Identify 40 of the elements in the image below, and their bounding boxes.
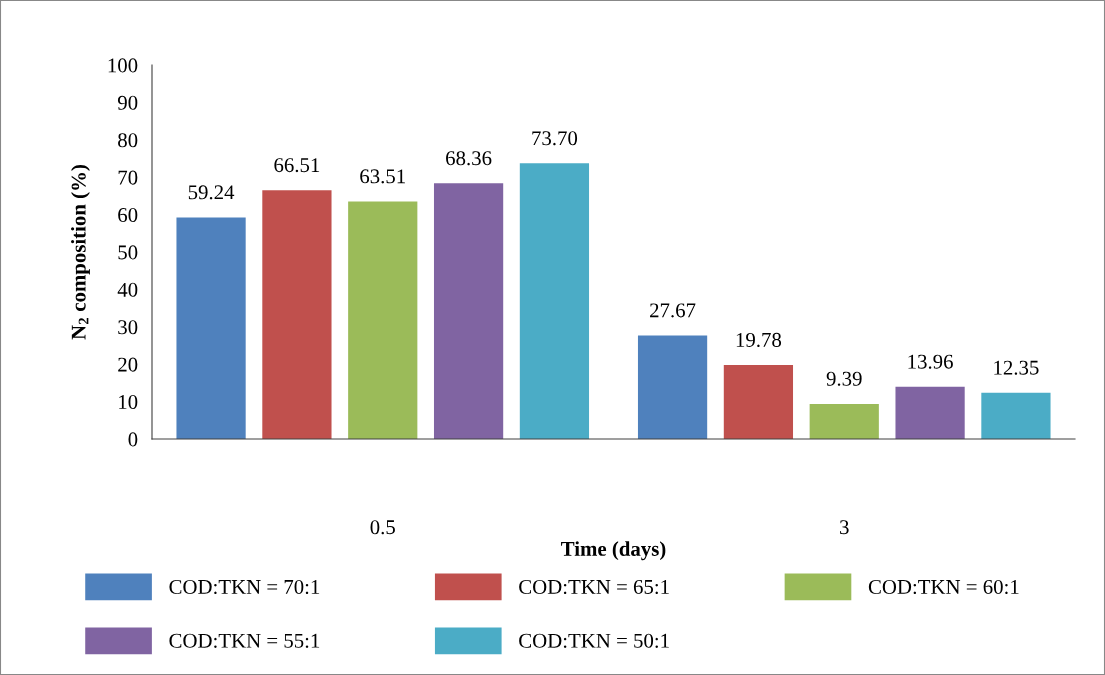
x-tick-label: 0.5	[370, 520, 395, 535]
bar	[809, 403, 879, 439]
legend-label: COD:TKN = 60:1	[868, 579, 1019, 595]
data-label: 59.24	[188, 185, 235, 200]
data-label: 27.67	[650, 303, 696, 318]
y-axis-title: N$_{2}$ composition (%)	[71, 165, 90, 340]
data-label: 19.78	[736, 332, 782, 347]
legend-label: COD:TKN = 55:1	[169, 633, 320, 648]
legend-label: COD:TKN = 65:1	[519, 579, 669, 595]
legend-label: COD:TKN = 70:1	[169, 579, 320, 595]
y-tick-label: 40	[117, 282, 138, 297]
data-label: 63.51	[360, 169, 405, 184]
bar	[723, 365, 794, 439]
y-tick-label: 80	[118, 133, 138, 148]
bar	[262, 190, 332, 439]
y-tick-label: 50	[118, 245, 138, 260]
y-tick-label: 70	[118, 170, 138, 185]
y-tick-label: 100	[108, 58, 138, 73]
data-label: 68.36	[446, 151, 492, 166]
data-label: 73.70	[532, 131, 578, 146]
y-tick-label: 90	[117, 95, 138, 110]
data-label: 9.39	[826, 371, 862, 386]
bar	[433, 183, 504, 439]
bar	[637, 335, 708, 439]
bar	[981, 392, 1051, 439]
y-tick-label: 20	[118, 357, 138, 372]
x-tick-label: 3	[840, 520, 849, 535]
y-tick-label: 60	[118, 207, 138, 223]
x-axis-title: Time (days)	[561, 541, 666, 561]
legend-label: COD:TKN = 50:1	[519, 633, 669, 648]
y-tick-label: 30	[118, 320, 138, 335]
bar	[895, 386, 965, 439]
data-label: 13.96	[908, 354, 953, 369]
y-tick-label: 10	[119, 394, 138, 410]
data-label: 66.51	[274, 158, 320, 173]
bar	[348, 201, 418, 439]
data-label: 12.35	[994, 360, 1039, 375]
bar	[176, 217, 246, 439]
y-tick-label: 0	[128, 432, 138, 447]
bar	[519, 163, 590, 439]
